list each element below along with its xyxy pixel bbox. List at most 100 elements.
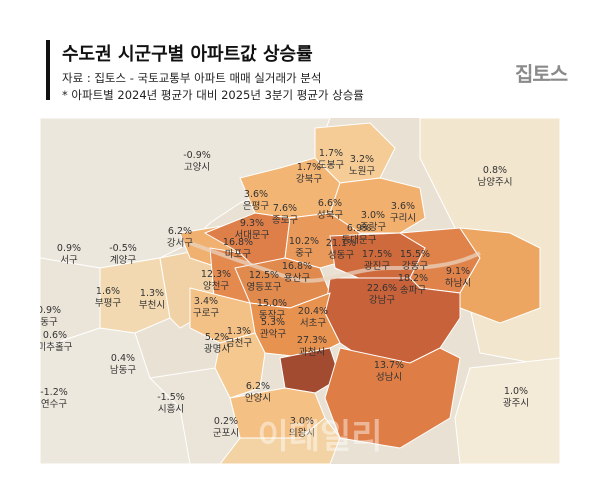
region-name-label: 동작구 [259, 310, 285, 321]
region-shape-hanam [458, 227, 541, 324]
region-name-label: 남양주시 [478, 177, 513, 188]
region-name-label: 동대문구 [342, 235, 377, 246]
region-value-label: 6.2% [168, 226, 192, 237]
region-value-label: 1.3% [140, 288, 164, 299]
region-value-label: 3.6% [244, 189, 268, 200]
title-accent-bar [46, 40, 50, 100]
region-name-label: 계양구 [110, 254, 136, 266]
region-name-label: 강서구 [167, 238, 193, 249]
region-value-label: 0.4% [111, 353, 135, 364]
region-name-label: 광진구 [364, 260, 390, 272]
footnote: * 아파트별 2024년 평균가 대비 2025년 3분기 평균가 상승률 [62, 88, 364, 102]
region-value-label: 6.9% [347, 223, 371, 234]
region-name-label: 부평구 [95, 298, 121, 309]
region-name-label: 도봉구 [318, 160, 344, 171]
region-name-label: 미추홀구 [40, 341, 73, 353]
region-shape-gunpo-uiwang [219, 417, 341, 464]
header: 수도권 시군구별 아파트값 상승률 자료 : 집토스 - 국토교통부 아파트 매… [0, 0, 602, 118]
region-name-label: 하남시 [445, 277, 471, 289]
region-value-label: 15.5% [400, 249, 430, 260]
region-name-label: 노원구 [349, 166, 375, 177]
region-value-label: -0.5% [109, 243, 137, 254]
region-name-label: 은평구 [243, 201, 269, 212]
watermark: 이데일리 [257, 417, 382, 457]
region-name-label: 서대문구 [235, 230, 270, 241]
region-value-label: 0.6% [43, 330, 67, 341]
region-name-label: 중구 [295, 248, 313, 259]
region-value-label: 1.0% [504, 386, 528, 397]
region-name-label: 서구 [60, 255, 78, 266]
region-name-label: 부천시 [139, 300, 165, 311]
region-value-label: 3.0% [361, 210, 385, 221]
region-labels: -0.9%고양시1.7%도봉구3.2%노원구1.7%강북구0.8%남양주시3.6… [40, 148, 529, 439]
region-name-label: 의왕시 [289, 428, 315, 439]
region-value-label: 6.6% [318, 198, 342, 209]
region-shape-siheung [148, 367, 241, 464]
region-name-label: 연수구 [41, 399, 67, 410]
map-area: -0.9% 고양시 1.7% 도봉구 3.2% 노원구 1.7% 강북구 0.8% 남양주시 3.6… [40, 118, 560, 464]
region-name-label: 중랑구 [360, 221, 386, 233]
region-value-label: 10.2% [289, 236, 319, 247]
brand-logo: 집토스 [515, 62, 568, 86]
region-value-label: 0.8% [483, 165, 507, 176]
region-name-label: 강동구 [402, 261, 428, 272]
region-value-label: 1.7% [319, 148, 343, 159]
region-name-label: 구리시 [390, 213, 416, 224]
region-name-label: 관악구 [260, 328, 286, 340]
region-value-label: 1.6% [96, 286, 120, 297]
region-value-label: 6.2% [246, 381, 270, 392]
region-value-label: 1.3% [227, 326, 251, 337]
region-value-label: 0.9% [57, 243, 81, 254]
region-name-label: 영등포구 [247, 282, 282, 293]
region-value-label: 9.3% [240, 218, 264, 229]
region-value-label: 5.3% [261, 317, 285, 328]
region-value-label: 7.6% [273, 203, 297, 214]
region-name-label: 고양시 [184, 162, 210, 173]
region-shape-seongnam [324, 347, 461, 449]
region-name-label: 군포시 [213, 428, 239, 439]
page-title: 수도권 시군구별 아파트값 상승률 [62, 44, 313, 65]
region-name-label: 용산구 [284, 273, 310, 284]
region-name-label: 남동구 [110, 365, 136, 376]
region-name-label: 마포구 [225, 249, 251, 260]
region-name-label: 서초구 [300, 318, 326, 329]
region-value-label: 20.4% [298, 306, 328, 317]
region-shape-bupyeong [99, 257, 171, 334]
region-value-label: 16.8% [223, 237, 253, 248]
region-name-label: 성남시 [376, 372, 402, 383]
region-name-label: 광명시 [204, 343, 230, 355]
han-river [189, 241, 481, 283]
region-name-label: 강북구 [296, 174, 322, 185]
choropleth-map: -0.9%고양시1.7%도봉구3.2%노원구1.7%강북구0.8%남양주시3.6… [40, 118, 560, 464]
region-value-label: 21.1% [326, 238, 356, 249]
region-value-label: 3.4% [194, 296, 218, 307]
region-value-label: 16.8% [282, 261, 312, 272]
region-name-label: 광주시 [503, 397, 529, 409]
region-value-label: 3.2% [350, 154, 374, 165]
region-value-label: 0.9% [40, 305, 61, 316]
region-name-label: 종로구 [272, 215, 298, 226]
region-value-label: 3.6% [391, 201, 415, 212]
region-name-label: 시흥시 [158, 403, 184, 415]
region-value-label: 12.3% [201, 269, 231, 280]
region-name-label: 강남구 [369, 295, 395, 306]
region-name-label: 성북구 [317, 210, 343, 221]
region-name-label: 안양시 [245, 393, 271, 404]
region-value-label: 0.2% [214, 416, 238, 427]
region-value-label: 13.7% [374, 360, 404, 371]
region-shape-gwangju [454, 357, 560, 464]
region-value-label: 1.7% [297, 162, 321, 173]
region-value-label: 15.0% [257, 298, 287, 309]
region-value-label: 27.3% [297, 335, 327, 346]
region-name-label: 구로구 [193, 308, 219, 319]
region-name-label: 성동구 [328, 250, 354, 261]
region-value-label: 9.1% [446, 266, 470, 277]
region-shape-gwacheon [279, 347, 341, 394]
region-value-label: 5.2% [205, 332, 229, 343]
region-value-label: -0.9% [183, 150, 211, 161]
region-name-label: 금천구 [226, 338, 252, 349]
region-name-label: 송파구 [400, 285, 426, 296]
region-value-label: 18.2% [398, 273, 428, 284]
region-value-label: 22.6% [367, 283, 397, 294]
region-value-label: 17.5% [362, 249, 392, 260]
